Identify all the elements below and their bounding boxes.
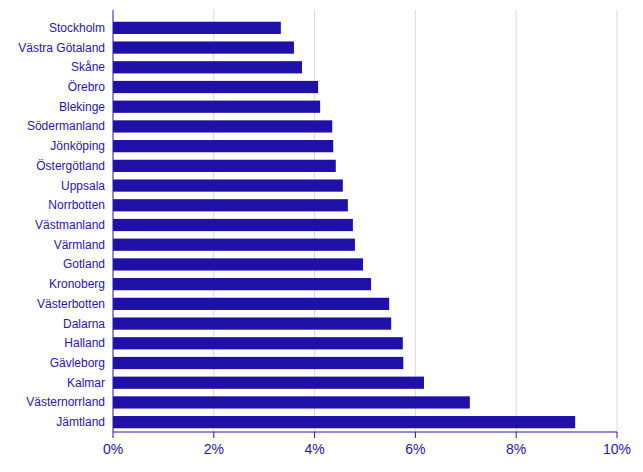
- bar: [113, 278, 371, 290]
- tick-mark: [617, 432, 618, 438]
- grid-line: [617, 10, 618, 432]
- category-label: Örebro: [68, 80, 106, 94]
- category-label: Västernorrland: [26, 395, 105, 409]
- chart-container: Stockholm Västra Götaland Skåne Örebro Bleki…: [0, 0, 643, 472]
- bar: [113, 120, 332, 132]
- category-label: Värmland: [54, 238, 105, 252]
- category-label: Västerbotten: [37, 297, 105, 311]
- bar: [113, 317, 391, 329]
- grid-line: [516, 10, 517, 432]
- tick-label: 2%: [204, 441, 224, 457]
- tick-mark: [113, 432, 114, 438]
- bar: [113, 101, 320, 113]
- tick-mark: [415, 432, 416, 438]
- category-label: Västra Götaland: [18, 41, 105, 55]
- bar: [113, 298, 389, 310]
- bar: [113, 179, 343, 191]
- bar: [113, 416, 575, 428]
- bar: [113, 22, 281, 34]
- bar: [113, 81, 318, 93]
- bar: [113, 41, 294, 53]
- chart-svg: Stockholm Västra Götaland Skåne Örebro Bleki…: [0, 0, 643, 472]
- bar: [113, 258, 363, 270]
- x-axis-line: [113, 432, 617, 433]
- category-label: Halland: [64, 336, 105, 350]
- bar: [113, 219, 353, 231]
- bar: [113, 199, 348, 211]
- tick-label: 4%: [304, 441, 324, 457]
- bar: [113, 337, 403, 349]
- category-label: Jämtland: [56, 415, 105, 429]
- category-label: Kalmar: [67, 376, 105, 390]
- bar: [113, 61, 302, 73]
- category-label: Kronoberg: [49, 277, 105, 291]
- tick-mark: [213, 432, 214, 438]
- tick-label: 0%: [103, 441, 123, 457]
- bar: [113, 140, 333, 152]
- tick-mark: [314, 432, 315, 438]
- bar: [113, 357, 403, 369]
- category-label: Uppsala: [61, 179, 105, 193]
- bar: [113, 396, 470, 408]
- bar: [113, 160, 336, 172]
- tick-label: 8%: [506, 441, 526, 457]
- grid-line: [415, 10, 416, 432]
- tick-mark: [516, 432, 517, 438]
- bars: [113, 22, 575, 429]
- category-label: Stockholm: [49, 21, 105, 35]
- category-label: Dalarna: [63, 317, 105, 331]
- tick-label: 10%: [603, 441, 631, 457]
- y-axis-line: [113, 10, 114, 432]
- category-label: Södermanland: [27, 119, 105, 133]
- category-label: Västmanland: [35, 218, 105, 232]
- category-label: Östergötland: [36, 159, 105, 173]
- category-label: Skåne: [71, 60, 105, 74]
- bar: [113, 377, 424, 389]
- category-label: Blekinge: [59, 100, 105, 114]
- category-label: Norrbotten: [48, 198, 105, 212]
- category-label: Jönköping: [50, 139, 105, 153]
- tick-label: 6%: [405, 441, 425, 457]
- category-label: Gävleborg: [50, 356, 105, 370]
- bar: [113, 239, 355, 251]
- category-label: Gotland: [63, 257, 105, 271]
